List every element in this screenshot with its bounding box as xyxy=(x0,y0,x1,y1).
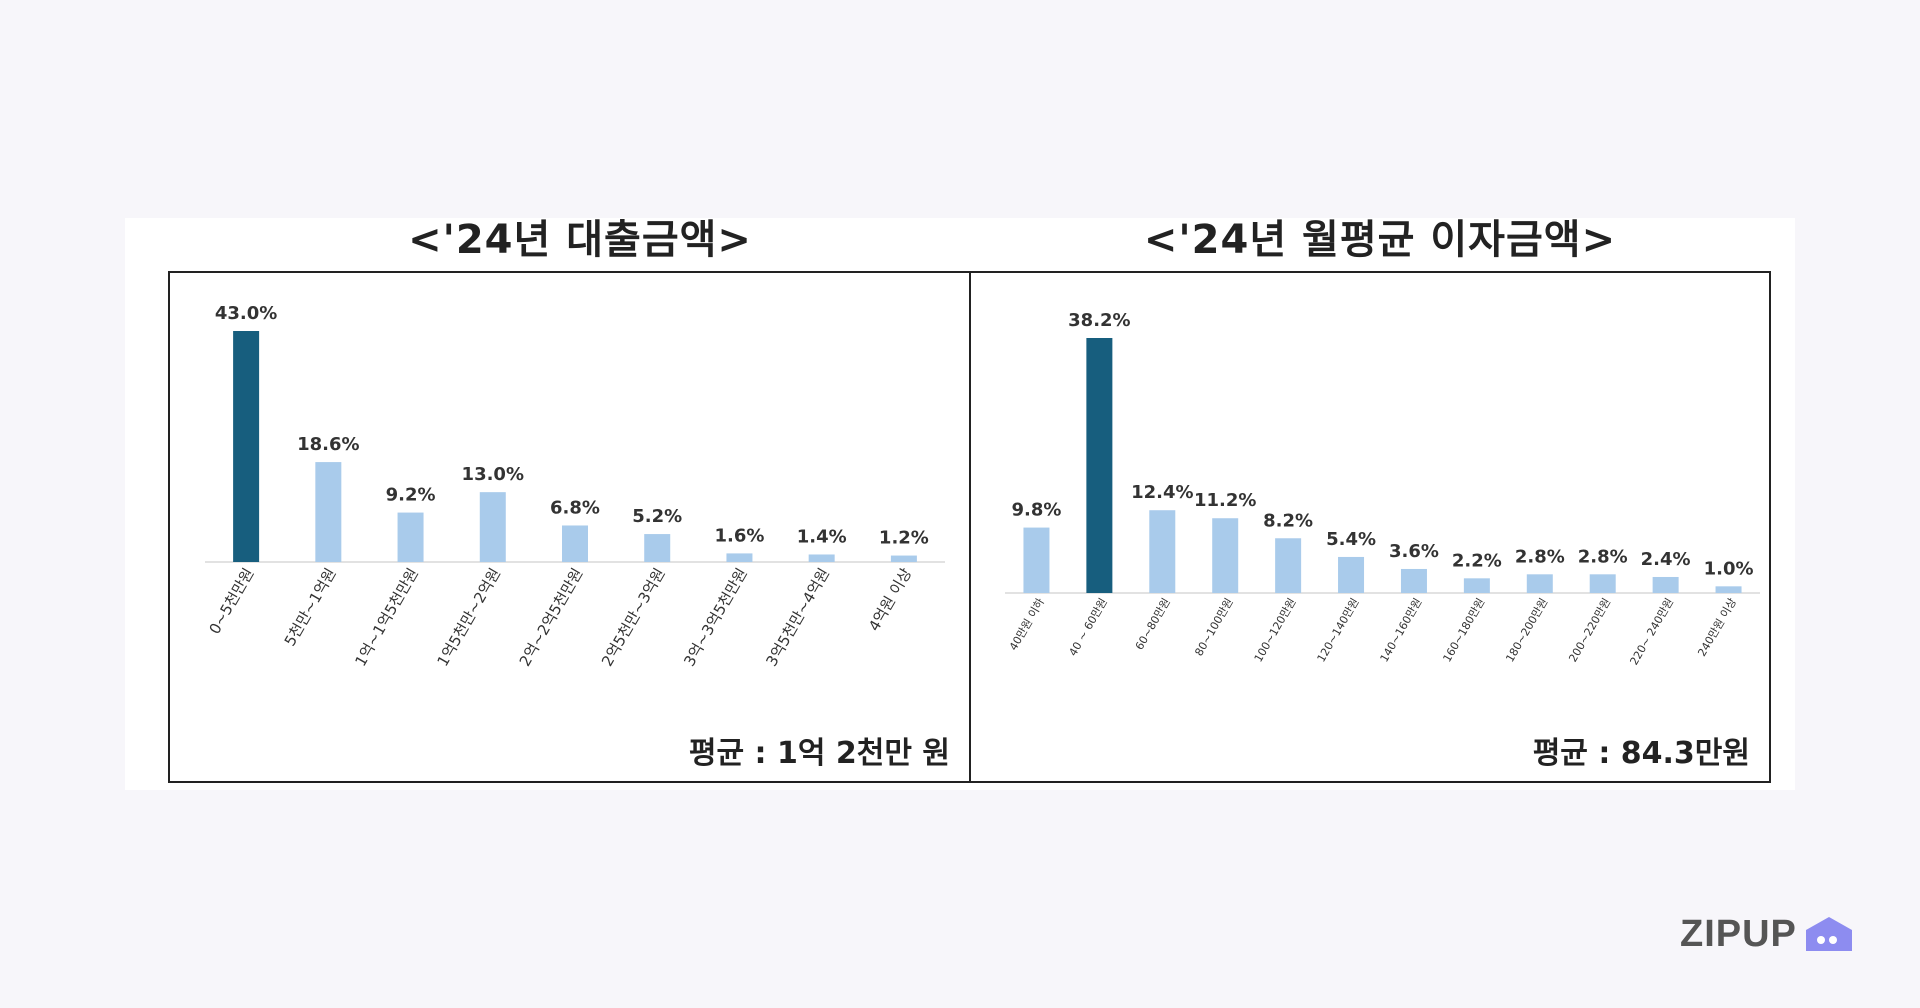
value-label: 2.2% xyxy=(1452,550,1502,571)
bar xyxy=(726,553,753,562)
bar xyxy=(1652,576,1679,593)
value-label: 1.4% xyxy=(797,526,847,547)
value-label: 3.6% xyxy=(1389,541,1439,562)
category-label: 1억5천만~2억원 xyxy=(434,565,505,669)
zipup-logo: ZIPUP xyxy=(1680,912,1855,956)
value-label: 6.8% xyxy=(550,497,600,518)
value-label: 11.2% xyxy=(1194,490,1256,511)
bar xyxy=(1715,586,1742,593)
category-label: 4억원 이상 xyxy=(865,565,915,634)
category-label: 80~100만원 xyxy=(1192,596,1235,658)
bar xyxy=(1149,510,1176,593)
category-label: 1억~1억5천만원 xyxy=(351,565,422,669)
category-label: 120~140만원 xyxy=(1315,596,1362,664)
category-label: 3억~3억5천만원 xyxy=(680,565,751,669)
value-label: 2.8% xyxy=(1578,546,1628,567)
bar xyxy=(1463,578,1490,593)
bar xyxy=(562,525,588,562)
bar xyxy=(233,331,260,562)
category-label: 100~120만원 xyxy=(1252,596,1299,664)
bar xyxy=(1212,518,1239,593)
chart-panel xyxy=(125,218,1795,790)
category-label: 140~160만원 xyxy=(1378,596,1425,664)
value-label: 8.2% xyxy=(1263,510,1313,531)
bar xyxy=(1275,538,1302,593)
house-icon xyxy=(1805,917,1852,951)
value-label: 1.6% xyxy=(714,525,764,546)
category-label: 200~220만원 xyxy=(1566,596,1613,664)
chart-title-loan-amount: <'24년 대출금액> xyxy=(408,217,752,263)
value-label: 2.8% xyxy=(1515,546,1565,567)
category-label: 5천만~1억원 xyxy=(281,565,340,649)
value-label: 2.4% xyxy=(1641,549,1691,570)
value-label: 5.4% xyxy=(1326,529,1376,550)
value-label: 13.0% xyxy=(462,464,524,485)
bar xyxy=(397,512,424,562)
value-label: 5.2% xyxy=(632,506,682,527)
category-label: 40만원 이하 xyxy=(1006,596,1047,653)
bar xyxy=(315,462,342,562)
bar xyxy=(808,554,835,562)
bar xyxy=(1086,338,1113,593)
category-label: 2억5천만~3억원 xyxy=(598,565,669,669)
logo-text: ZIPUP xyxy=(1680,912,1797,955)
value-label: 1.2% xyxy=(879,528,929,549)
bar xyxy=(1589,574,1616,593)
category-label: 2억~2억5천만원 xyxy=(516,565,587,669)
value-label: 38.2% xyxy=(1068,310,1130,331)
bar xyxy=(890,555,917,562)
chart-divider xyxy=(969,271,971,783)
bar xyxy=(1400,568,1427,593)
bar xyxy=(1023,527,1050,593)
value-label: 43.0% xyxy=(215,303,277,324)
category-label: 0~5천만원 xyxy=(205,565,257,637)
value-label: 1.0% xyxy=(1704,558,1754,579)
category-label: 220~ 240만원 xyxy=(1627,596,1676,667)
category-label: 180~200만원 xyxy=(1503,596,1550,664)
value-label: 12.4% xyxy=(1131,482,1193,503)
bar xyxy=(1338,556,1365,593)
value-label: 9.8% xyxy=(1011,500,1061,521)
category-label: 40 ~ 60만원 xyxy=(1066,596,1109,658)
bar xyxy=(1526,574,1553,593)
category-label: 3억5천만~4억원 xyxy=(762,565,833,669)
average-note-loan: 평균 : 1억 2천만 원 xyxy=(688,736,950,771)
average-note-interest: 평균 : 84.3만원 xyxy=(1532,736,1750,771)
bar xyxy=(479,492,506,562)
value-label: 9.2% xyxy=(386,485,436,506)
category-label: 160~180만원 xyxy=(1440,596,1487,664)
bar xyxy=(644,534,671,562)
category-label: 240만원 이상 xyxy=(1695,596,1739,659)
value-label: 18.6% xyxy=(297,434,359,455)
category-label: 60~80만원 xyxy=(1133,596,1173,652)
chart-title-monthly-interest: <'24년 월평균 이자금액> xyxy=(1143,217,1617,263)
